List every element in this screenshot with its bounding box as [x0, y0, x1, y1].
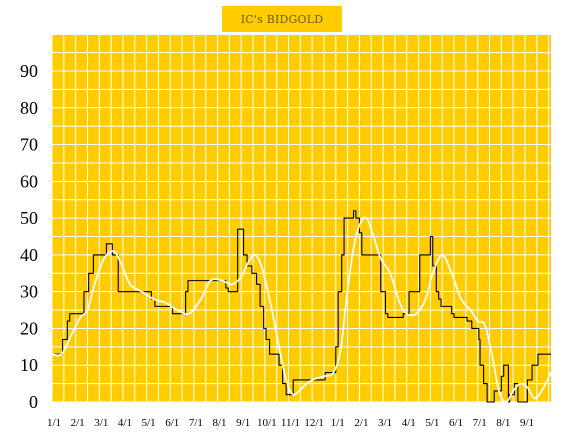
x-tick-label: 8/1: [213, 417, 227, 429]
series-group: [51, 210, 552, 403]
y-tick-label: 50: [20, 208, 38, 228]
x-tick-label: 1/1: [331, 417, 345, 429]
x-tick-label: 6/1: [449, 417, 463, 429]
y-tick-label: 20: [20, 318, 38, 338]
y-tick-label: 40: [20, 245, 38, 265]
x-tick-label: 1/1: [47, 417, 61, 429]
x-tick-label: 10/1: [257, 417, 277, 429]
x-tick-label: 9/1: [236, 417, 250, 429]
y-tick-label: 90: [20, 61, 38, 81]
x-tick-label: 7/1: [473, 417, 487, 429]
x-tick-label: 6/1: [165, 417, 179, 429]
y-tick-label: 80: [20, 98, 38, 118]
y-axis-tick-labels: 0 10 20 30 40 50 60 70 80 90: [20, 61, 38, 412]
x-tick-label: 7/1: [189, 417, 203, 429]
x-tick-label: 3/1: [378, 417, 392, 429]
x-tick-label: 3/1: [94, 417, 108, 429]
series-line-1: [52, 210, 551, 403]
x-axis-tick-labels: 1/1 2/1 3/1 4/1 5/1 6/1 7/1 8/1 9/1 10/1 11/1 12/1 1…: [47, 417, 534, 429]
x-tick-label: 5/1: [142, 417, 156, 429]
x-tick-label: 4/1: [402, 417, 416, 429]
x-tick-label: 8/1: [496, 417, 510, 429]
y-tick-label: 70: [20, 135, 38, 155]
x-tick-label: 11/1: [281, 417, 300, 429]
x-tick-label: 9/1: [520, 417, 534, 429]
y-tick-label: 10: [20, 355, 38, 375]
x-tick-label: 5/1: [425, 417, 439, 429]
x-tick-label: 4/1: [118, 417, 132, 429]
x-tick-label: 2/1: [354, 417, 368, 429]
y-tick-label: 30: [20, 282, 38, 302]
x-tick-label: 12/1: [304, 417, 324, 429]
y-tick-label: 60: [20, 171, 38, 191]
series-line-2: [51, 216, 552, 403]
grid: [51, 35, 551, 403]
chart-title: IC's BIDGOLD: [222, 6, 342, 32]
x-tick-label: 2/1: [71, 417, 85, 429]
y-tick-label: 0: [29, 392, 38, 412]
